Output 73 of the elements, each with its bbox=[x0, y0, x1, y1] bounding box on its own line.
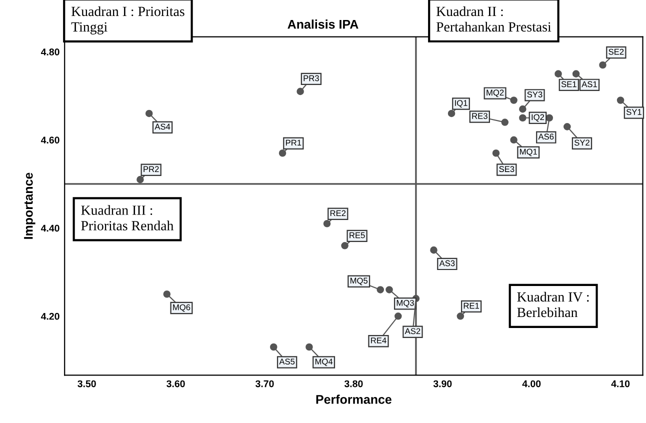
point bbox=[519, 105, 526, 113]
point bbox=[394, 312, 402, 320]
point bbox=[296, 88, 304, 96]
annotation: SE2 bbox=[608, 48, 624, 55]
y-tick-label: 4.20 bbox=[40, 312, 60, 320]
y-tick-label: 4.40 bbox=[40, 224, 60, 232]
point bbox=[564, 123, 571, 130]
point bbox=[278, 149, 286, 157]
point bbox=[572, 70, 580, 78]
point bbox=[501, 118, 509, 126]
text: Kuadran I : Prioritas Tinggi bbox=[71, 6, 184, 34]
annotation: MQ2 bbox=[486, 90, 504, 98]
point bbox=[323, 220, 331, 228]
point bbox=[341, 242, 348, 250]
chart-title: Analisis IPA bbox=[288, 20, 358, 29]
annotation: Kuadran III : Prioritas Rendah bbox=[81, 205, 174, 230]
annotation: IQ1 bbox=[455, 100, 468, 108]
x-tick-label: 3.60 bbox=[166, 380, 185, 388]
point bbox=[456, 312, 464, 320]
annotation: PR3 bbox=[304, 75, 319, 82]
annotation: AS3 bbox=[439, 260, 455, 266]
annotation: RE3 bbox=[472, 113, 488, 119]
point bbox=[554, 70, 562, 78]
x-tick-label: 3.80 bbox=[344, 380, 363, 388]
point bbox=[430, 246, 438, 254]
annotation: RE1 bbox=[464, 302, 480, 309]
text: Kuadran II : Pertahankan Prestasi bbox=[436, 6, 552, 32]
point bbox=[386, 286, 393, 294]
point bbox=[136, 176, 144, 184]
point bbox=[492, 149, 500, 157]
annotation: MQ1 bbox=[520, 148, 537, 156]
annotation: SE1 bbox=[561, 81, 576, 88]
point bbox=[376, 286, 384, 294]
point bbox=[546, 114, 554, 122]
annotation: SY2 bbox=[574, 140, 590, 146]
y-tick-label: 4.60 bbox=[40, 136, 60, 144]
annotation: AS1 bbox=[582, 81, 597, 88]
x-tick-label: 4.10 bbox=[611, 380, 630, 388]
annotation: IQ2 bbox=[532, 114, 544, 122]
annotation: MQ5 bbox=[350, 278, 368, 286]
annotation: RE2 bbox=[330, 210, 346, 216]
annotation: RE4 bbox=[371, 338, 386, 344]
annotation: PR1 bbox=[286, 140, 302, 146]
y-axis-title: Importance bbox=[24, 172, 36, 239]
point bbox=[510, 96, 518, 104]
annotation: SY1 bbox=[626, 109, 642, 115]
point bbox=[616, 96, 624, 104]
x-axis-title: Performance bbox=[316, 394, 392, 404]
annotation: RE5 bbox=[350, 232, 365, 238]
point bbox=[306, 343, 313, 351]
annotation: PR2 bbox=[144, 166, 159, 172]
point bbox=[145, 110, 153, 118]
annotation: SY3 bbox=[527, 92, 542, 98]
y-tick-label: 4.80 bbox=[40, 48, 60, 56]
point bbox=[599, 61, 606, 69]
annotation: AS2 bbox=[404, 328, 420, 334]
point bbox=[163, 290, 171, 298]
x-tick-label: 3.90 bbox=[433, 380, 452, 388]
annotation: MQ4 bbox=[315, 358, 333, 366]
point bbox=[510, 136, 518, 144]
annotation: SE3 bbox=[499, 166, 514, 172]
point bbox=[270, 343, 278, 351]
annotation: AS4 bbox=[154, 124, 170, 130]
point bbox=[519, 114, 526, 122]
x-tick-label: 3.50 bbox=[78, 380, 96, 388]
annotation: AS6 bbox=[538, 134, 554, 140]
point bbox=[448, 110, 456, 118]
x-tick-label: 3.70 bbox=[256, 380, 274, 388]
annotation: MQ6 bbox=[173, 304, 190, 312]
x-tick-label: 4.00 bbox=[522, 380, 541, 388]
annotation: MQ3 bbox=[396, 300, 414, 308]
annotation: Kuadran IV : Berlebihan bbox=[517, 292, 589, 318]
annotation: AS5 bbox=[279, 358, 295, 365]
